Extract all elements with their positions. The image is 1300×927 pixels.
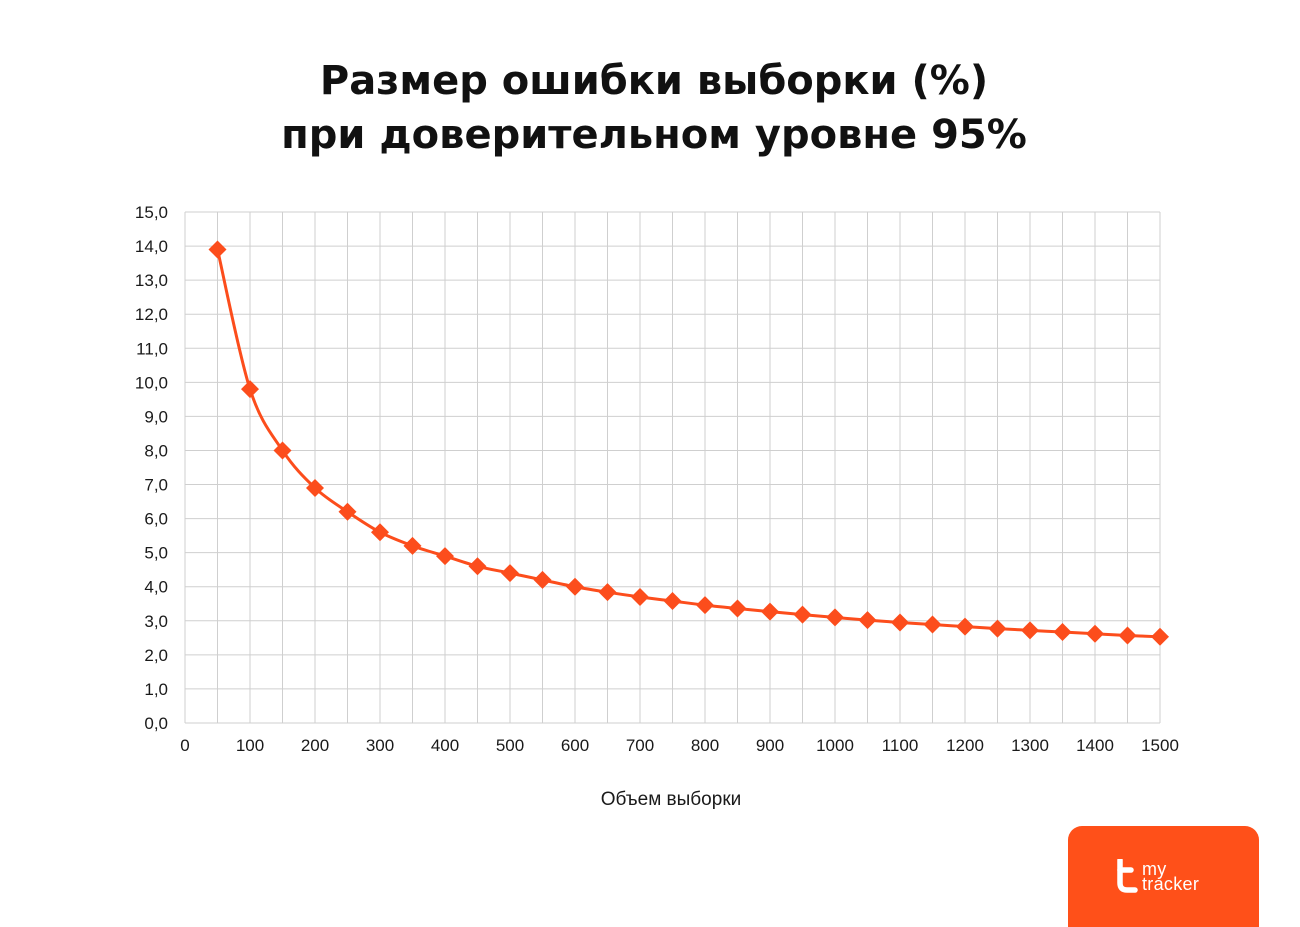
- data-point-marker: [663, 592, 682, 611]
- x-tick-label: 400: [431, 736, 459, 755]
- data-point-marker: [891, 613, 909, 632]
- data-point-marker: [598, 583, 617, 602]
- mytracker-logo-icon: [1117, 859, 1138, 893]
- y-tick-label: 13,0: [135, 271, 168, 290]
- y-tick-label: 5,0: [144, 544, 168, 563]
- data-point-marker: [858, 611, 877, 630]
- x-tick-label: 800: [691, 736, 719, 755]
- data-point-marker: [1053, 623, 1072, 642]
- data-point-marker: [338, 502, 357, 521]
- data-point-marker: [988, 619, 1007, 638]
- y-tick-label: 12,0: [135, 305, 168, 324]
- data-point-marker: [631, 587, 649, 606]
- data-point-marker: [468, 557, 487, 576]
- chart-title-line-2: при доверительном уровне 95%: [281, 112, 1027, 158]
- y-tick-label: 9,0: [144, 407, 168, 426]
- x-tick-label: 1000: [816, 736, 854, 755]
- data-point-marker: [923, 615, 942, 634]
- y-tick-label: 4,0: [144, 578, 168, 597]
- y-tick-label: 7,0: [144, 476, 168, 495]
- series-line: [216, 249, 1161, 639]
- grid-lines: [184, 211, 1161, 724]
- data-point-marker: [1021, 621, 1039, 640]
- x-axis-ticks: 0 100 200 300 400 500 600 700 800 900 1000 1100 1200…: [180, 736, 1179, 755]
- x-tick-label: 0: [180, 736, 189, 755]
- data-point-marker: [533, 570, 552, 589]
- y-tick-label: 14,0: [135, 237, 168, 256]
- data-point-marker: [306, 478, 324, 497]
- y-tick-label: 10,0: [135, 373, 168, 392]
- y-tick-label: 11,0: [136, 339, 168, 358]
- logo-line-1: my: [1142, 859, 1167, 879]
- x-tick-label: 1400: [1076, 736, 1114, 755]
- data-point-marker: [826, 608, 844, 627]
- x-tick-label: 1500: [1141, 736, 1179, 755]
- data-point-marker: [1086, 624, 1104, 643]
- x-tick-label: 600: [561, 736, 589, 755]
- data-point-marker: [566, 577, 584, 596]
- x-tick-label: 1100: [882, 736, 919, 755]
- y-axis-ticks: 0,0 1,0 2,0 3,0 4,0 5,0 6,0 7,0 8,0 9,0 10,0 11,0 12…: [135, 203, 168, 733]
- data-point-marker: [501, 564, 519, 583]
- mytracker-logo-badge: my tracker: [1068, 826, 1259, 927]
- chart-title-line-1: Размер ошибки выборки (%): [319, 58, 989, 104]
- data-point-marker: [1151, 627, 1169, 646]
- data-point-marker: [793, 605, 812, 624]
- x-tick-label: 1300: [1011, 736, 1049, 755]
- x-tick-label: 100: [236, 736, 264, 755]
- data-point-marker: [436, 547, 454, 566]
- data-point-marker: [241, 380, 259, 399]
- x-tick-label: 500: [496, 736, 524, 755]
- data-point-marker: [1118, 626, 1137, 645]
- data-point-marker: [696, 596, 714, 615]
- y-tick-label: 8,0: [144, 441, 168, 460]
- data-point-marker: [403, 536, 422, 555]
- x-axis-title: Объем выборки: [601, 789, 742, 810]
- mytracker-logo-wordmark: my tracker: [1142, 859, 1200, 894]
- x-tick-label: 900: [756, 736, 784, 755]
- x-tick-label: 300: [366, 736, 394, 755]
- data-point-marker: [761, 602, 779, 621]
- data-point-marker: [728, 599, 747, 618]
- x-tick-label: 1200: [946, 736, 984, 755]
- data-point-marker: [273, 441, 292, 460]
- x-tick-label: 200: [301, 736, 329, 755]
- x-tick-label: 700: [626, 736, 654, 755]
- y-tick-label: 3,0: [144, 612, 168, 631]
- logo-line-2: tracker: [1142, 874, 1200, 894]
- series-layer: [208, 240, 1169, 646]
- data-point-marker: [956, 617, 974, 636]
- chart-title: Размер ошибки выборки (%) при доверительн…: [0, 54, 1300, 162]
- data-point-marker: [208, 240, 227, 259]
- data-point-marker: [371, 523, 389, 542]
- y-tick-label: 0,0: [144, 714, 168, 733]
- y-tick-label: 1,0: [144, 680, 168, 699]
- y-tick-label: 2,0: [144, 646, 168, 665]
- y-tick-label: 15,0: [135, 203, 168, 222]
- y-tick-label: 6,0: [144, 510, 168, 529]
